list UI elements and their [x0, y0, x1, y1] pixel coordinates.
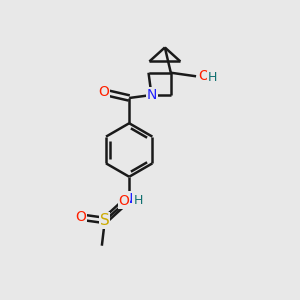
- Text: O: O: [98, 85, 109, 99]
- Text: N: N: [122, 192, 133, 206]
- Text: O: O: [198, 69, 209, 83]
- Text: O: O: [119, 194, 130, 208]
- Text: N: N: [147, 88, 157, 102]
- Text: H: H: [208, 71, 217, 84]
- Text: S: S: [100, 213, 110, 228]
- Text: O: O: [75, 211, 86, 224]
- Text: H: H: [134, 194, 143, 207]
